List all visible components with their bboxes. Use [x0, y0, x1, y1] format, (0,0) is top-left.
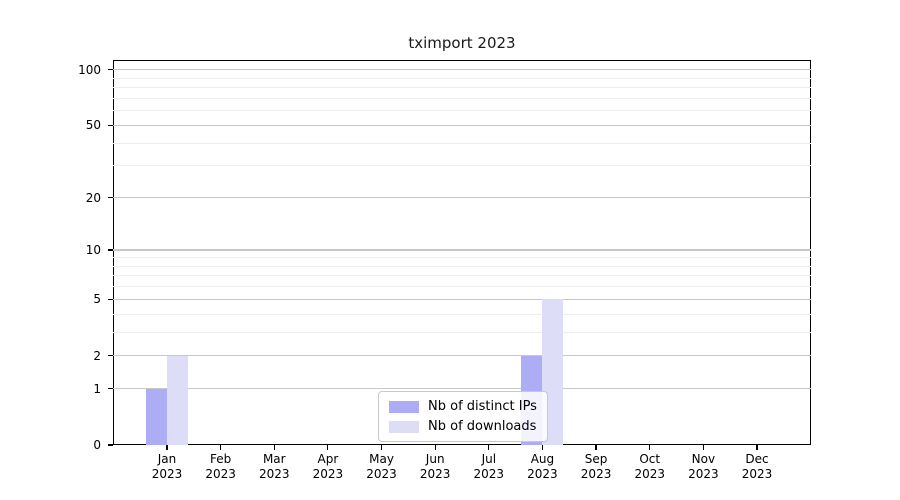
gridline-major — [113, 298, 811, 300]
x-tick-month: Jun — [425, 452, 445, 466]
x-tick-year: 2023 — [312, 467, 344, 481]
x-tick-month: Dec — [745, 452, 769, 466]
x-tick — [649, 445, 651, 450]
x-tick — [595, 445, 597, 450]
bar-distinct-ips-jan — [146, 388, 167, 445]
x-tick — [756, 445, 758, 450]
x-tick-month: Oct — [639, 452, 661, 466]
legend-item-distinct-ips: Nb of distinct IPs — [389, 399, 537, 414]
x-tick-label: Dec 2023 — [725, 452, 789, 482]
x-tick — [166, 445, 168, 450]
x-tick-month: Sep — [584, 452, 608, 466]
plot-area — [113, 60, 811, 445]
y-tick — [108, 355, 113, 357]
x-tick-label: May 2023 — [350, 452, 414, 482]
x-tick-year: 2023 — [419, 467, 451, 481]
x-tick-label: Jun 2023 — [403, 452, 467, 482]
y-tick — [108, 124, 113, 126]
gridline-minor — [113, 165, 811, 167]
x-tick-month: Nov — [691, 452, 716, 466]
chart-title: tximport 2023 — [408, 34, 516, 52]
gridline-minor — [113, 97, 811, 99]
x-tick-month: Jul — [481, 452, 497, 466]
x-tick-year: 2023 — [205, 467, 236, 481]
x-tick-label: Oct 2023 — [618, 452, 682, 482]
x-tick — [541, 445, 544, 450]
x-tick — [327, 445, 329, 450]
y-tick-label: 2 — [93, 348, 101, 363]
x-tick — [702, 445, 704, 450]
x-tick-label: Nov 2023 — [671, 452, 735, 482]
gridline-major — [113, 69, 811, 71]
x-tick-year: 2023 — [473, 467, 505, 481]
gridline-minor — [113, 142, 811, 144]
y-tick-label: 100 — [78, 62, 101, 77]
y-tick-label: 0 — [93, 438, 101, 452]
x-tick — [434, 445, 436, 450]
legend-label-downloads: Nb of downloads — [428, 419, 537, 434]
x-tick — [273, 445, 275, 450]
gridline-minor — [113, 265, 811, 267]
x-tick — [220, 445, 222, 450]
x-tick-label: Mar 2023 — [242, 452, 306, 482]
x-tick — [488, 445, 490, 450]
legend: Nb of distinct IPs Nb of downloads — [378, 391, 548, 442]
gridline-minor — [113, 313, 811, 315]
y-tick-label: 20 — [85, 190, 101, 205]
y-tick-label: 50 — [85, 118, 101, 133]
y-tick-label: 10 — [85, 243, 101, 258]
legend-label-distinct-ips: Nb of distinct IPs — [428, 399, 537, 414]
gridline-minor — [113, 110, 811, 112]
legend-item-downloads: Nb of downloads — [389, 419, 537, 434]
gridline-major — [113, 249, 811, 251]
gridline-major — [113, 124, 811, 126]
x-tick-month: Mar — [262, 452, 286, 466]
x-tick-year: 2023 — [258, 467, 290, 481]
x-tick-year: 2023 — [366, 467, 397, 481]
x-tick-month: Apr — [317, 452, 339, 466]
x-tick-label: Jul 2023 — [457, 452, 521, 482]
x-tick-label: Aug 2023 — [510, 452, 574, 482]
y-tick — [108, 249, 113, 251]
bar-downloads-jan — [167, 355, 188, 445]
x-tick-month: Jan — [157, 452, 177, 466]
x-tick-month: Aug — [530, 452, 555, 466]
y-tick — [108, 196, 113, 199]
x-tick-label: Jan 2023 — [135, 452, 199, 482]
legend-swatch-downloads — [389, 420, 419, 433]
x-tick-year: 2023 — [527, 467, 558, 481]
gridline-minor — [113, 77, 811, 79]
y-tick — [108, 298, 113, 300]
gridline-minor — [113, 87, 811, 89]
gridline-major — [113, 388, 811, 390]
x-tick-label: Apr 2023 — [296, 452, 360, 482]
y-tick-label: 1 — [93, 381, 101, 396]
x-tick-month: May — [369, 452, 394, 466]
x-tick-label: Sep 2023 — [564, 452, 628, 482]
gridline-major — [113, 196, 811, 199]
gridline-minor — [113, 275, 811, 277]
x-tick-year: 2023 — [634, 467, 665, 481]
gridline-minor — [113, 286, 811, 288]
x-tick-month: Feb — [210, 452, 232, 466]
gridline-minor — [113, 331, 811, 333]
y-tick — [108, 444, 113, 446]
x-tick-year: 2023 — [151, 467, 183, 481]
legend-swatch-distinct-ips — [389, 400, 419, 413]
y-tick — [108, 388, 113, 390]
x-tick-year: 2023 — [688, 467, 719, 481]
gridline-minor — [113, 257, 811, 259]
x-tick-year: 2023 — [580, 467, 612, 481]
gridline-major — [113, 355, 811, 357]
x-tick — [380, 445, 383, 450]
y-tick — [108, 69, 113, 71]
x-tick-year: 2023 — [741, 467, 773, 481]
y-tick-label: 5 — [93, 292, 101, 307]
x-tick-label: Feb 2023 — [189, 452, 253, 482]
